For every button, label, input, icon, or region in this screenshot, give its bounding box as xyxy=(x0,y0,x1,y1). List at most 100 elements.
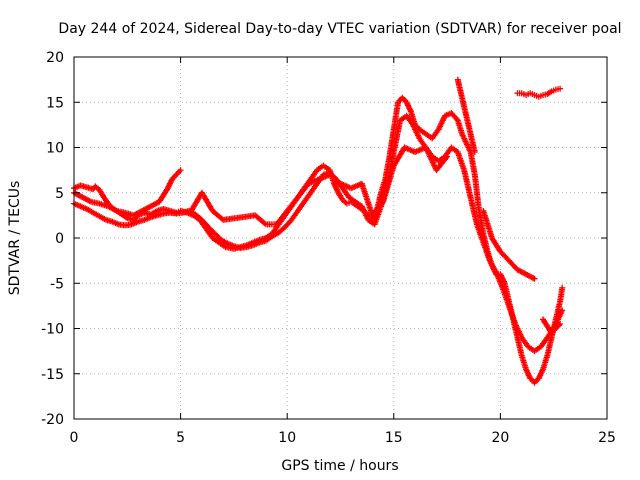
data-point xyxy=(406,101,408,103)
data-point xyxy=(357,205,359,207)
y-tick-label: -20 xyxy=(41,412,64,428)
x-tick-label: 25 xyxy=(598,430,616,446)
data-point xyxy=(401,97,403,99)
data-point xyxy=(180,169,182,171)
data-point xyxy=(529,92,531,94)
data-point xyxy=(393,151,395,153)
data-point xyxy=(465,142,467,144)
data-point xyxy=(346,203,348,205)
data-point xyxy=(457,151,459,153)
data-point xyxy=(340,183,341,185)
data-point xyxy=(561,287,563,289)
x-tick-label: 10 xyxy=(278,430,296,446)
data-point xyxy=(316,183,318,185)
y-tick-label: 15 xyxy=(46,95,64,111)
data-point xyxy=(551,90,553,92)
data-point xyxy=(489,260,491,262)
data-point xyxy=(342,199,344,201)
data-point xyxy=(559,88,561,90)
data-point xyxy=(525,94,527,96)
data-point xyxy=(214,232,216,234)
data-point xyxy=(271,235,273,237)
data-point xyxy=(516,92,518,94)
data-point xyxy=(542,368,544,370)
data-point xyxy=(246,246,248,248)
data-point xyxy=(561,309,563,311)
data-point xyxy=(508,305,510,307)
data-point xyxy=(111,221,113,223)
data-point xyxy=(124,212,126,214)
data-point xyxy=(175,174,177,176)
data-point xyxy=(465,115,467,117)
data-point xyxy=(92,212,94,214)
data-point xyxy=(540,346,542,348)
data-point xyxy=(389,156,391,158)
data-point xyxy=(470,196,472,198)
data-point xyxy=(82,196,84,198)
x-axis-label: GPS time / hours xyxy=(281,458,398,474)
data-point xyxy=(182,212,184,214)
data-point xyxy=(418,137,420,139)
data-point xyxy=(158,201,160,203)
data-point xyxy=(412,124,414,126)
data-point xyxy=(322,165,324,167)
data-point xyxy=(79,205,81,207)
data-point xyxy=(482,210,484,212)
data-point xyxy=(265,223,267,225)
data-point xyxy=(361,183,363,185)
data-point xyxy=(461,133,463,135)
data-point xyxy=(220,239,222,241)
data-point xyxy=(546,337,548,339)
data-point xyxy=(529,377,531,379)
data-point xyxy=(534,94,536,96)
data-point xyxy=(482,242,484,244)
data-point xyxy=(551,332,553,334)
data-point xyxy=(290,219,292,221)
data-point xyxy=(212,210,214,212)
data-point xyxy=(329,174,331,176)
data-point xyxy=(350,201,352,203)
data-point xyxy=(538,96,540,98)
data-point xyxy=(233,245,235,247)
data-point xyxy=(284,226,286,228)
data-point xyxy=(425,147,427,148)
data-point xyxy=(446,156,448,158)
data-point xyxy=(534,278,536,280)
x-tick-label: 15 xyxy=(385,430,403,446)
data-point xyxy=(201,192,203,194)
data-point xyxy=(555,89,557,91)
data-point xyxy=(350,187,352,189)
data-point xyxy=(99,215,101,217)
data-point xyxy=(212,237,214,239)
data-point xyxy=(207,226,209,228)
y-tick-label: -10 xyxy=(41,322,64,338)
data-point xyxy=(195,213,197,215)
data-point xyxy=(397,101,399,103)
y-axis-label: SDTVAR / TECUs xyxy=(7,181,23,296)
data-point xyxy=(118,223,120,225)
data-point xyxy=(337,192,339,194)
data-point xyxy=(393,165,395,167)
data-point xyxy=(399,119,401,121)
marker-path xyxy=(71,76,564,336)
data-point xyxy=(86,208,88,210)
data-point xyxy=(508,260,510,262)
data-point xyxy=(156,210,158,212)
chart-title: Day 244 of 2024, Sidereal Day-to-day VTE… xyxy=(58,21,621,37)
data-point xyxy=(534,382,536,384)
data-point xyxy=(457,79,459,81)
data-point xyxy=(361,205,363,207)
data-point xyxy=(163,213,165,215)
series-track-d xyxy=(514,85,564,100)
data-point xyxy=(463,169,465,171)
data-point xyxy=(527,346,529,348)
data-point xyxy=(371,219,373,221)
data-point xyxy=(504,282,506,284)
data-point xyxy=(156,214,158,216)
data-point xyxy=(521,92,523,94)
data-point xyxy=(495,271,497,273)
data-point xyxy=(99,203,101,205)
data-point xyxy=(239,247,241,249)
y-tick-label: 20 xyxy=(46,50,64,66)
data-point xyxy=(79,185,81,187)
